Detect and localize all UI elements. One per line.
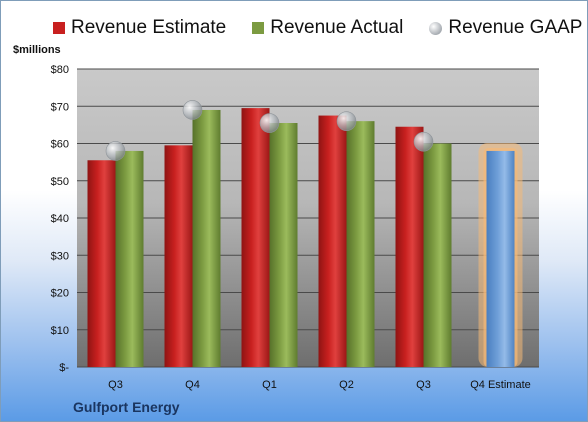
marker-revenue-gaap bbox=[259, 113, 280, 133]
marker-revenue-gaap bbox=[336, 111, 357, 131]
legend-label-estimate: Revenue Estimate bbox=[71, 17, 227, 38]
legend-item-gaap: Revenue GAAP bbox=[429, 17, 582, 39]
bar-estimate-forecast bbox=[486, 150, 515, 367]
actual-swatch-icon bbox=[252, 22, 265, 34]
y-tick-label: $20 bbox=[51, 288, 69, 300]
y-tick-label: $10 bbox=[51, 325, 69, 337]
legend-label-gaap: Revenue GAAP bbox=[448, 17, 583, 38]
y-tick-label: $40 bbox=[51, 213, 69, 225]
x-tick-label: Q4 Estimate bbox=[470, 379, 531, 391]
legend-label-actual: Revenue Actual bbox=[270, 17, 404, 38]
bar-revenue-estimate bbox=[395, 126, 424, 367]
bar-revenue-estimate bbox=[241, 108, 270, 368]
marker-revenue-gaap bbox=[413, 131, 434, 152]
legend-item-actual: Revenue Actual bbox=[252, 17, 403, 39]
y-unit-label: $millions bbox=[13, 44, 61, 56]
gaap-marker-icon bbox=[429, 21, 443, 35]
y-tick-label: $60 bbox=[51, 139, 69, 151]
x-tick-label: Q2 bbox=[339, 379, 354, 391]
marker-revenue-gaap bbox=[105, 141, 126, 161]
bar-revenue-estimate bbox=[318, 115, 347, 367]
y-tick-label: $30 bbox=[51, 250, 69, 262]
company-name: Gulfport Energy bbox=[73, 399, 180, 415]
y-tick-label: $80 bbox=[51, 64, 69, 76]
y-tick-label: $- bbox=[59, 362, 69, 374]
bar-revenue-estimate bbox=[164, 145, 193, 367]
chart-legend: Revenue Estimate Revenue Actual Revenue … bbox=[53, 17, 582, 39]
bar-revenue-actual bbox=[269, 123, 298, 367]
y-tick-label: $50 bbox=[51, 176, 69, 188]
bar-revenue-actual bbox=[423, 143, 452, 367]
bar-revenue-actual bbox=[192, 109, 221, 367]
estimate-swatch-icon bbox=[53, 22, 65, 34]
bar-revenue-estimate bbox=[87, 160, 116, 367]
y-tick-label: $70 bbox=[51, 101, 69, 113]
x-tick-label: Q1 bbox=[262, 379, 277, 391]
x-tick-label: Q4 bbox=[185, 379, 200, 391]
x-tick-label: Q3 bbox=[108, 379, 123, 391]
bar-revenue-actual bbox=[115, 150, 144, 367]
marker-revenue-gaap bbox=[182, 100, 203, 120]
bar-revenue-actual bbox=[346, 121, 375, 368]
legend-item-estimate: Revenue Estimate bbox=[53, 17, 226, 39]
x-tick-label: Q3 bbox=[416, 379, 431, 391]
